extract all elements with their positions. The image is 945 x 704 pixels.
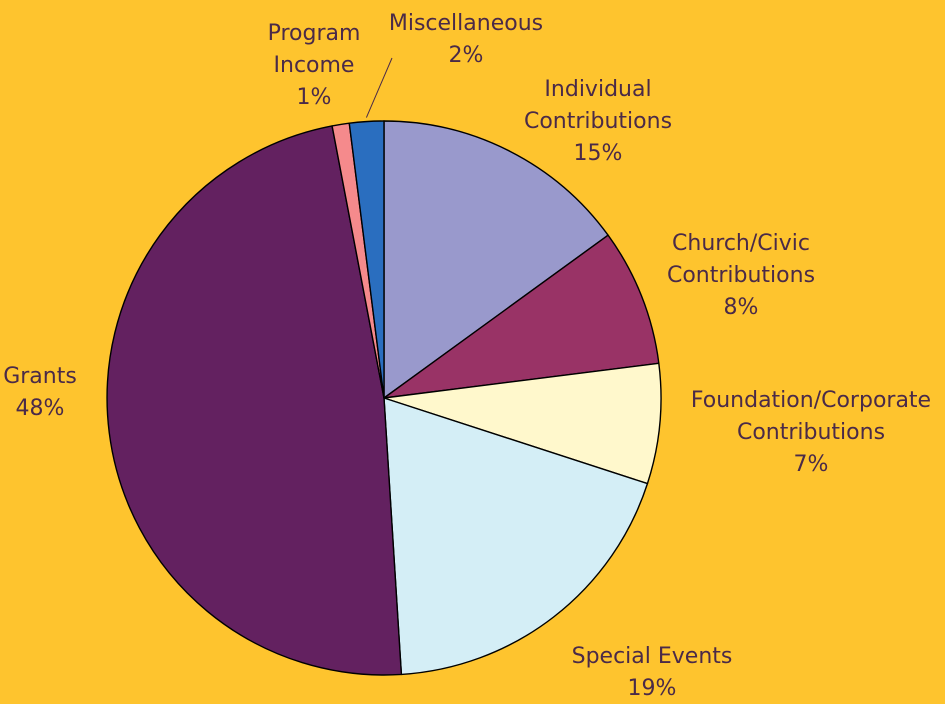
slice-value-label: 8%	[724, 295, 759, 320]
pie-slice	[106, 125, 403, 676]
slice-name-label: Church/Civic	[672, 231, 810, 256]
slice-name-label: Special Events	[572, 644, 733, 669]
slice-label: Individual Contributions 15%	[524, 77, 672, 166]
slice-label: Grants 48%	[3, 364, 77, 421]
slice-name-label: Miscellaneous	[389, 11, 543, 36]
slice-value-label: 15%	[574, 141, 623, 166]
slice-label: Church/Civic Contributions 8%	[667, 231, 815, 320]
pie-slice	[383, 234, 660, 399]
slice-label: Miscellaneous 2%	[389, 11, 543, 68]
pie-slices	[106, 120, 662, 676]
slice-name-label: Income	[274, 53, 355, 78]
leader-lines	[365, 57, 393, 118]
slice-value-label: 19%	[628, 676, 677, 701]
pie-slice	[348, 120, 385, 399]
slice-label: Special Events 19%	[572, 644, 733, 701]
slice-value-label: 48%	[16, 396, 65, 421]
slice-name-label: Individual	[544, 77, 651, 102]
slice-name-label: Program	[268, 21, 361, 46]
slice-label: Program Income 1%	[268, 21, 361, 110]
slice-value-label: 2%	[449, 43, 484, 68]
slice-value-label: 7%	[794, 452, 829, 477]
slice-value-label: 1%	[297, 85, 332, 110]
pie-slice	[383, 397, 649, 676]
pie-slice	[383, 362, 662, 485]
slice-name-label: Contributions	[667, 263, 815, 288]
leader-line	[365, 57, 393, 118]
slice-label: Foundation/Corporate Contributions 7%	[691, 388, 931, 477]
slice-name-label: Contributions	[524, 109, 672, 134]
slice-labels: Individual Contributions 15% Church/Civic Co…	[3, 11, 931, 701]
slice-name-label: Contributions	[737, 420, 885, 445]
slice-name-label: Foundation/Corporate	[691, 388, 931, 413]
slice-name-label: Grants	[3, 364, 77, 389]
pie-slice	[383, 120, 609, 399]
